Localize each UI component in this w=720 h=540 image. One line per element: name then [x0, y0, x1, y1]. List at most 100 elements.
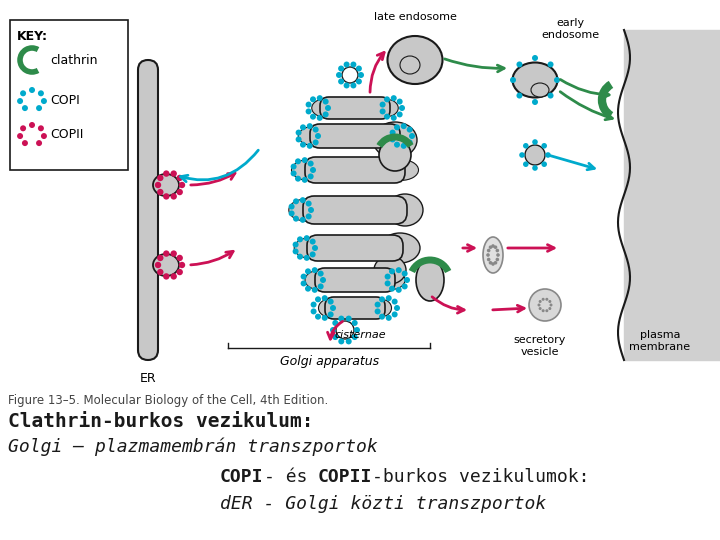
Text: - és: - és	[264, 468, 318, 486]
Circle shape	[489, 261, 492, 265]
Circle shape	[538, 303, 541, 307]
Circle shape	[296, 130, 302, 136]
Circle shape	[539, 307, 541, 310]
Circle shape	[163, 273, 169, 280]
Ellipse shape	[371, 299, 392, 317]
Circle shape	[487, 249, 490, 252]
Circle shape	[176, 189, 183, 195]
Circle shape	[541, 298, 544, 301]
Circle shape	[343, 62, 350, 68]
Circle shape	[307, 143, 312, 149]
Text: plasma
membrane: plasma membrane	[629, 330, 690, 352]
Circle shape	[354, 327, 360, 333]
Circle shape	[20, 125, 26, 131]
Circle shape	[379, 296, 385, 302]
Ellipse shape	[292, 160, 326, 180]
Ellipse shape	[513, 63, 557, 98]
Circle shape	[384, 113, 390, 120]
Circle shape	[171, 193, 177, 200]
Circle shape	[541, 161, 547, 167]
Circle shape	[336, 321, 354, 339]
Circle shape	[391, 95, 397, 101]
Circle shape	[289, 211, 294, 217]
Circle shape	[306, 200, 312, 207]
Circle shape	[301, 274, 307, 280]
Circle shape	[487, 258, 490, 261]
Circle shape	[292, 241, 299, 247]
Circle shape	[394, 141, 400, 147]
Ellipse shape	[483, 237, 503, 273]
Circle shape	[315, 296, 321, 302]
Circle shape	[317, 115, 323, 121]
Circle shape	[532, 139, 538, 145]
Circle shape	[312, 139, 319, 145]
Text: late endosome: late endosome	[374, 12, 456, 22]
Text: COPII: COPII	[50, 129, 84, 141]
Circle shape	[315, 314, 321, 320]
Circle shape	[541, 143, 547, 148]
Ellipse shape	[384, 160, 418, 180]
Circle shape	[300, 141, 306, 147]
Circle shape	[390, 130, 395, 136]
Circle shape	[295, 158, 301, 164]
Circle shape	[307, 173, 314, 179]
Circle shape	[547, 62, 554, 68]
Circle shape	[545, 298, 549, 301]
Circle shape	[317, 95, 323, 101]
Circle shape	[310, 96, 316, 103]
Text: Golgi apparatus: Golgi apparatus	[280, 355, 379, 368]
FancyBboxPatch shape	[320, 97, 390, 119]
Circle shape	[333, 320, 338, 326]
Text: dER - Golgi közti transzportok: dER - Golgi közti transzportok	[220, 495, 546, 513]
Circle shape	[351, 320, 358, 326]
Circle shape	[554, 77, 560, 83]
Text: Golgi – plazmamembrán transzportok: Golgi – plazmamembrán transzportok	[8, 438, 378, 456]
Circle shape	[516, 62, 523, 68]
Circle shape	[176, 269, 183, 275]
FancyBboxPatch shape	[307, 235, 403, 261]
Circle shape	[155, 262, 161, 268]
Circle shape	[17, 98, 23, 104]
Circle shape	[310, 239, 315, 245]
Circle shape	[389, 268, 395, 274]
Circle shape	[384, 274, 391, 280]
Circle shape	[356, 78, 362, 84]
Circle shape	[163, 193, 169, 200]
Circle shape	[494, 245, 498, 249]
Circle shape	[525, 145, 545, 165]
Ellipse shape	[153, 174, 179, 196]
Circle shape	[312, 126, 319, 133]
Circle shape	[293, 198, 299, 204]
Circle shape	[305, 286, 311, 292]
Circle shape	[489, 245, 492, 249]
Circle shape	[541, 309, 544, 312]
Circle shape	[394, 124, 400, 130]
Circle shape	[529, 289, 561, 321]
Circle shape	[491, 244, 495, 248]
Circle shape	[318, 284, 324, 289]
Circle shape	[300, 124, 306, 130]
Circle shape	[304, 255, 310, 261]
Circle shape	[346, 315, 351, 322]
Circle shape	[496, 253, 500, 257]
FancyBboxPatch shape	[315, 268, 395, 292]
Circle shape	[305, 109, 312, 114]
Text: Clathrin-burkos vezikulum:: Clathrin-burkos vezikulum:	[8, 412, 313, 431]
Circle shape	[351, 62, 356, 68]
Circle shape	[338, 339, 344, 345]
Circle shape	[399, 105, 405, 111]
FancyBboxPatch shape	[138, 60, 158, 360]
Circle shape	[389, 286, 395, 292]
Ellipse shape	[153, 254, 179, 276]
FancyBboxPatch shape	[310, 124, 400, 148]
Circle shape	[390, 137, 395, 143]
Circle shape	[401, 123, 407, 129]
Circle shape	[157, 189, 163, 195]
Text: -burkos vezikulumok:: -burkos vezikulumok:	[372, 468, 590, 486]
Text: clathrin: clathrin	[50, 53, 97, 66]
Ellipse shape	[294, 238, 328, 259]
Circle shape	[333, 334, 338, 340]
Circle shape	[401, 143, 407, 149]
Circle shape	[41, 98, 47, 104]
Circle shape	[495, 249, 499, 252]
